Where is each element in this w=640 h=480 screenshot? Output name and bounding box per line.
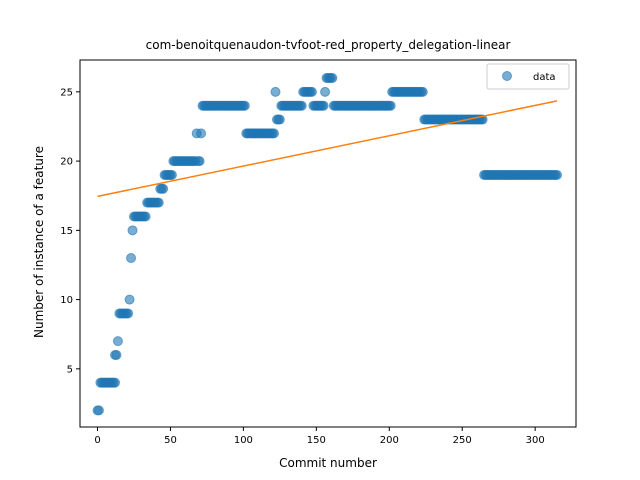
data-point: [127, 225, 138, 236]
x-tick-label: 300: [526, 435, 545, 446]
chart-title: com-benoitquenaudon-tvfoot-red_property_…: [146, 38, 511, 52]
data-point: [123, 308, 134, 319]
y-tick-label: 25: [60, 87, 73, 98]
data-point: [112, 336, 123, 347]
data-point: [93, 405, 104, 416]
legend-label-data: data: [533, 72, 556, 83]
data-point: [126, 253, 137, 264]
y-tick-label: 10: [60, 295, 73, 306]
plot-area: 0 50 100 150 200 250 300 5 10 15 20 25: [60, 59, 577, 446]
data-point: [552, 169, 563, 180]
data-point: [318, 100, 329, 111]
data-point: [269, 128, 280, 139]
x-axis-label: Commit number: [279, 456, 377, 470]
data-point: [385, 100, 396, 111]
fit-line: [97, 100, 558, 198]
x-tick-label: 0: [94, 435, 100, 446]
x-tick-label: 200: [380, 435, 399, 446]
legend-marker-data: [502, 71, 512, 81]
data-point: [158, 183, 169, 194]
x-tick-label: 50: [164, 435, 177, 446]
x-tick-label: 150: [307, 435, 326, 446]
y-tick-label: 5: [67, 364, 73, 375]
data-point: [327, 73, 338, 83]
legend-frame: [486, 63, 570, 90]
y-axis-label: Number of instance of a feature: [32, 146, 46, 338]
data-point: [194, 156, 205, 167]
data-point: [111, 349, 122, 360]
y-tick-label: 20: [60, 157, 73, 168]
x-tick-label: 250: [453, 435, 472, 446]
data-point: [296, 100, 307, 111]
x-tick-label: 100: [234, 435, 253, 446]
legend: data: [486, 63, 570, 90]
data-point: [110, 377, 121, 388]
data-point: [153, 197, 164, 208]
y-tick-label: 15: [60, 226, 73, 237]
data-point: [274, 114, 285, 125]
data-point: [306, 86, 317, 97]
data-point: [140, 211, 151, 222]
data-point: [239, 100, 250, 111]
data-point: [320, 86, 331, 97]
data-point: [196, 128, 207, 139]
data-point: [270, 86, 281, 97]
data-point: [124, 294, 135, 305]
axes-frame: [79, 59, 577, 428]
data-point: [166, 169, 177, 180]
data-point: [417, 86, 428, 97]
